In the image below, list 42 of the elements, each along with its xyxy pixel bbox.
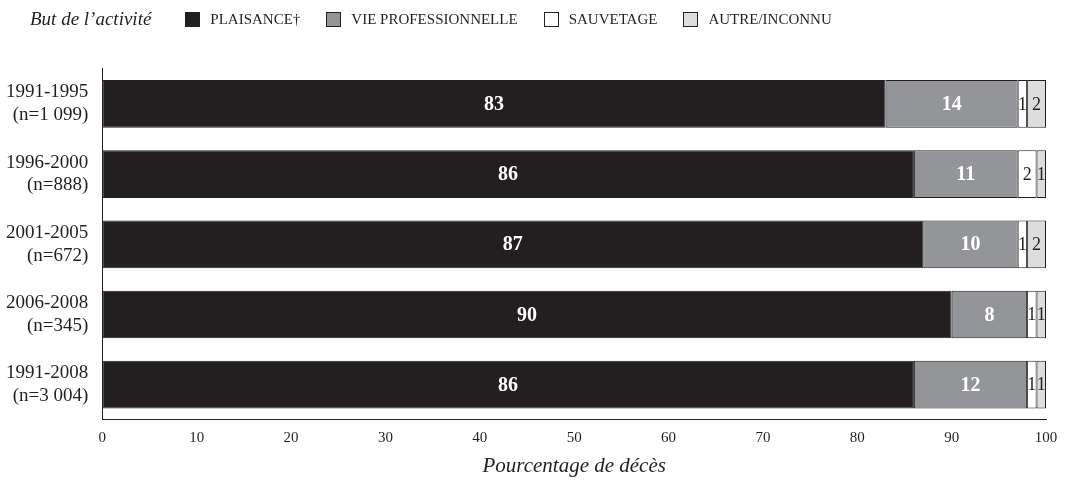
data-label: 87 <box>502 232 523 255</box>
data-label: 8 <box>984 302 995 325</box>
data-label: 12 <box>960 372 981 395</box>
data-label: 1 <box>1027 304 1037 325</box>
x-tick-label: 10 <box>189 428 205 445</box>
data-label: 83 <box>483 92 504 115</box>
x-tick-label: 70 <box>755 428 771 445</box>
legend-label: SAUVETAGE <box>568 10 658 28</box>
data-label: 2 <box>1022 163 1032 184</box>
data-label: 1 <box>1036 163 1046 184</box>
legend-label: VIE PROFESSIONNELLE <box>351 10 518 28</box>
data-label: 1 <box>1036 374 1046 395</box>
x-tick-label: 90 <box>944 428 960 445</box>
x-tick-label: 40 <box>472 428 488 445</box>
y-tick-label: 1991-2008 (n=3 004) <box>6 361 89 407</box>
x-tick-label: 20 <box>283 428 299 445</box>
x-tick-label: 60 <box>661 428 677 445</box>
data-label: 1 <box>1017 234 1027 255</box>
data-label: 1 <box>1036 304 1046 325</box>
legend-label: AUTRE/INCONNU <box>708 10 832 28</box>
data-label: 10 <box>960 232 981 255</box>
x-tick-label: 50 <box>566 428 582 445</box>
x-tick-label: 0 <box>98 428 107 445</box>
data-label: 86 <box>498 162 519 185</box>
x-tick-label: 100 <box>1034 428 1058 445</box>
legend-label: PLAISANCE† <box>210 10 301 28</box>
legend-title: But de l’activité <box>30 8 152 30</box>
x-tick-label: 30 <box>377 428 393 445</box>
x-axis-title: Pourcentage de décès <box>481 452 666 477</box>
data-label: 14 <box>941 92 962 115</box>
data-label: 11 <box>956 162 976 185</box>
data-label: 90 <box>516 302 537 325</box>
data-label: 86 <box>498 372 519 395</box>
y-tick-label: 1996-2000 (n=888) <box>6 150 89 196</box>
x-tick-label: 80 <box>849 428 865 445</box>
data-label: 2 <box>1032 93 1042 114</box>
y-tick-label: 1991-1995 (n=1 099) <box>6 80 89 126</box>
y-tick-label: 2001-2005 (n=672) <box>6 220 89 266</box>
data-label: 1 <box>1027 374 1037 395</box>
y-tick-label: 2006-2008 (n=345) <box>6 291 89 336</box>
data-label: 1 <box>1017 93 1027 114</box>
data-label: 2 <box>1032 234 1042 255</box>
